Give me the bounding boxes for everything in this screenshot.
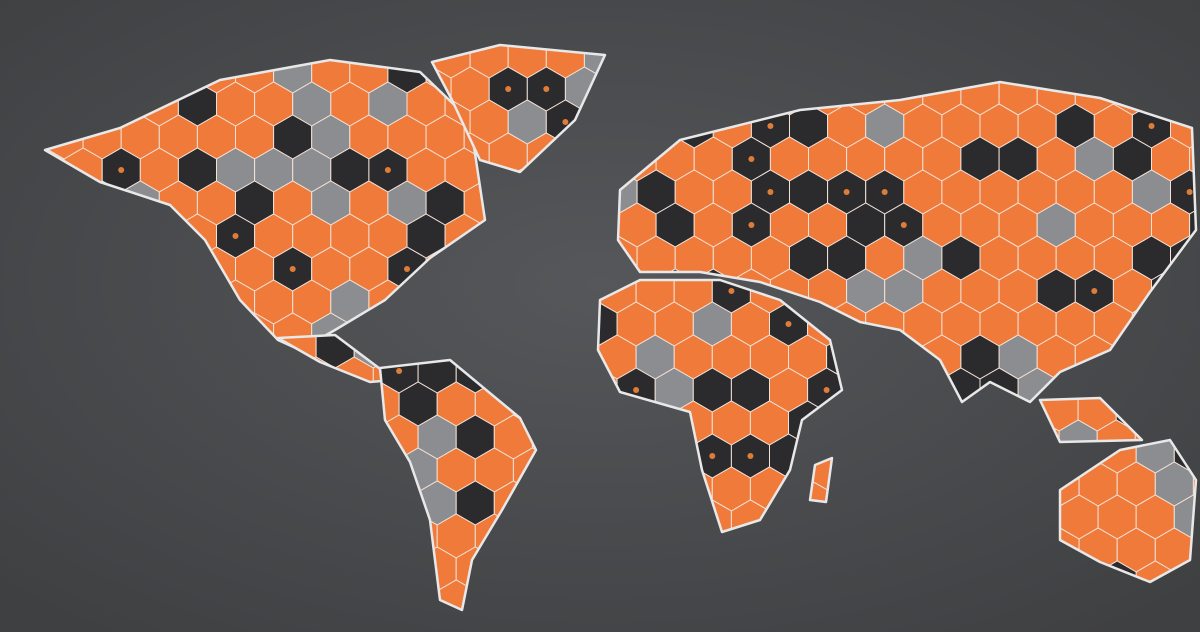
glow-dot xyxy=(747,453,754,459)
glow-dot xyxy=(1091,288,1098,294)
glow-dot xyxy=(505,86,512,92)
hex-cells xyxy=(810,458,832,502)
glow-dot xyxy=(404,266,410,272)
hex-cell xyxy=(1096,419,1136,442)
glow-dot xyxy=(709,453,716,459)
region-outline xyxy=(1038,396,1144,444)
glow-dot xyxy=(843,189,850,195)
glow-dot xyxy=(543,86,550,92)
glow-dot xyxy=(767,189,774,195)
glow-dot xyxy=(1148,123,1155,129)
glow-dot xyxy=(118,167,125,173)
glow-dot xyxy=(748,156,755,162)
region-outline xyxy=(596,278,844,534)
hex-cell xyxy=(1058,419,1098,442)
glow-dot xyxy=(289,266,296,272)
glow-dot xyxy=(728,288,735,294)
glow-dot xyxy=(823,387,830,393)
region-outline xyxy=(616,80,1198,404)
glow-dot xyxy=(785,321,792,327)
glow-dot xyxy=(1186,189,1193,195)
region-outline xyxy=(43,58,487,352)
hex-cell xyxy=(810,479,830,502)
region-outline xyxy=(430,43,607,174)
glow-dot xyxy=(396,368,403,374)
region-outline xyxy=(1058,438,1198,584)
glow-dot xyxy=(900,222,907,228)
region-madagascar xyxy=(808,456,834,504)
glow-dot xyxy=(232,233,239,239)
region-outline xyxy=(808,456,834,504)
glow-dot xyxy=(633,387,640,393)
glow-dot xyxy=(748,222,755,228)
glow-dot xyxy=(767,123,774,129)
hex-cell xyxy=(1135,560,1175,582)
glow-dot xyxy=(881,189,888,195)
hex-cell xyxy=(810,458,832,492)
region-outline xyxy=(378,358,538,612)
glow-dot xyxy=(384,167,391,173)
glow-dot xyxy=(562,119,569,125)
